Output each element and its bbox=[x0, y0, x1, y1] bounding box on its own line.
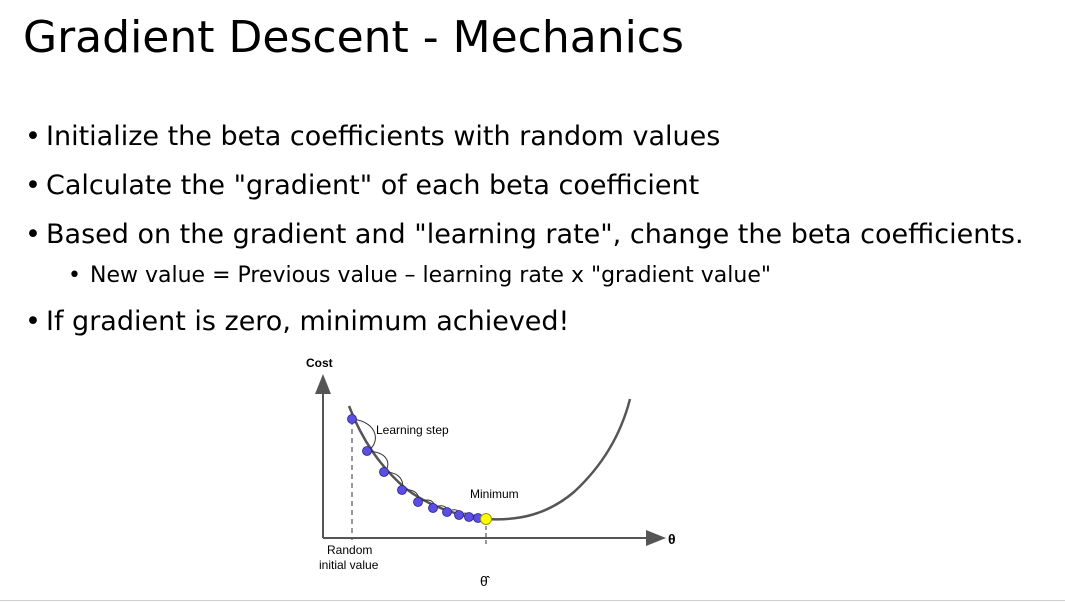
step-point bbox=[428, 503, 438, 513]
bottom-divider bbox=[0, 600, 1065, 601]
x-axis-label: θ bbox=[668, 531, 676, 547]
bullet-dot: • bbox=[25, 170, 41, 201]
learning-step-label: Learning step bbox=[376, 423, 449, 437]
random-initial-label-line2: initial value bbox=[319, 558, 379, 572]
sub-bullet-new-value: • New value = Previous value – learning r… bbox=[68, 262, 771, 290]
step-point bbox=[413, 497, 423, 507]
step-point bbox=[347, 414, 357, 424]
bullet-text: If gradient is zero, minimum achieved! bbox=[46, 306, 570, 337]
step-point bbox=[454, 510, 464, 520]
bullet-dot: • bbox=[25, 121, 41, 152]
minimum-label: Minimum bbox=[470, 487, 519, 501]
gradient-descent-figure: Cost θ bbox=[300, 350, 690, 595]
slide-title: Gradient Descent - Mechanics bbox=[23, 12, 684, 63]
bullet-dot: • bbox=[25, 306, 41, 337]
figure-svg: Cost θ bbox=[306, 356, 676, 589]
bullet-text: Based on the gradient and "learning rate… bbox=[46, 219, 1024, 250]
bullet-item-initialize: • Initialize the beta coefficients with r… bbox=[25, 120, 720, 154]
sub-bullet-dot: • bbox=[68, 263, 81, 288]
sub-bullet-text: New value = Previous value – learning ra… bbox=[90, 263, 771, 288]
learning-step-points bbox=[347, 414, 483, 523]
bullet-item-calculate: • Calculate the "gradient" of each beta c… bbox=[25, 169, 699, 203]
step-point bbox=[442, 507, 452, 517]
bullet-item-update: • Based on the gradient and "learning rat… bbox=[25, 218, 1024, 252]
minimum-point bbox=[480, 513, 492, 525]
step-point bbox=[362, 446, 372, 456]
bullet-dot: • bbox=[25, 219, 41, 250]
random-initial-label-line1: Random bbox=[327, 543, 372, 557]
theta-hat-label: θ̂ bbox=[480, 573, 491, 589]
step-point bbox=[397, 485, 407, 495]
bullet-text: Initialize the beta coefficients with ra… bbox=[46, 121, 721, 152]
step-point bbox=[464, 512, 474, 522]
bullet-item-minimum: • If gradient is zero, minimum achieved! bbox=[25, 305, 569, 339]
cost-curve bbox=[347, 398, 632, 521]
y-axis-label: Cost bbox=[306, 356, 333, 370]
bullet-text: Calculate the "gradient" of each beta co… bbox=[46, 170, 700, 201]
step-point bbox=[379, 467, 389, 477]
